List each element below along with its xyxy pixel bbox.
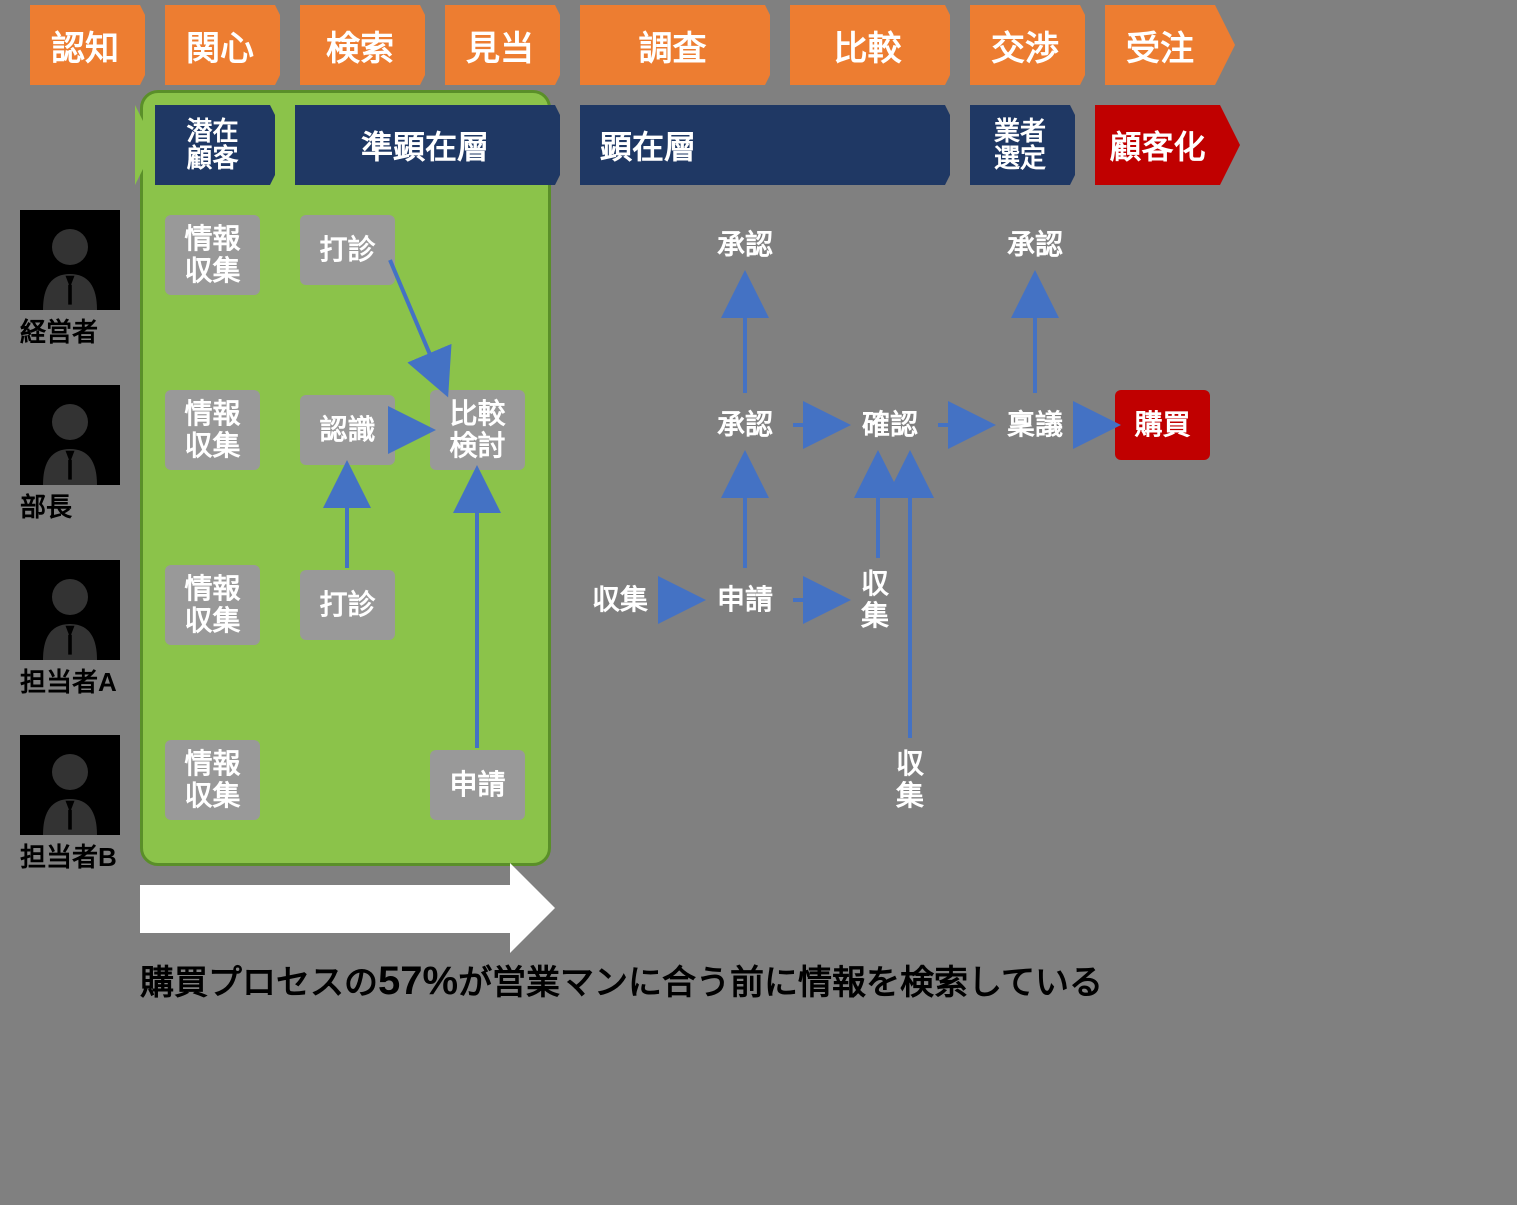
chevron-顧客化: 顧客化 (1095, 105, 1220, 185)
chevron-label: 関心 (186, 21, 254, 70)
chevron-検索: 検索 (300, 5, 420, 85)
activity-b5: 稟議 (990, 395, 1080, 455)
activity-b6: 購買 (1115, 390, 1210, 460)
activity-b7: 収集 (575, 570, 665, 630)
caption-post: が営業マンに合う前に情報を検索している (458, 964, 1103, 1002)
activity-b2: 承認 (990, 215, 1080, 275)
chevron-業者選定: 業者選定 (970, 105, 1070, 185)
activity-a2: 打診 (300, 215, 395, 285)
chevron-比較: 比較 (790, 5, 945, 85)
chevron-label: 見当 (466, 21, 534, 70)
chevron-受注: 受注 (1105, 5, 1215, 85)
chevron-label: 調査 (639, 21, 707, 70)
avatar-icon (20, 210, 120, 310)
chevron-label: 顕在層 (600, 122, 696, 168)
activity-a7: 打診 (300, 570, 395, 640)
activity-a6: 情報収集 (165, 565, 260, 645)
chevron-label: 顧客化 (1109, 122, 1205, 168)
caption: 購買プロセスの57%が営業マンに合う前に情報を検索している (140, 955, 1103, 1004)
big-arrow (140, 885, 510, 933)
chevron-潜在顧客: 潜在顧客 (155, 105, 270, 185)
chevron-label: 認知 (51, 21, 119, 70)
person-label: 経営者 (20, 312, 130, 349)
avatar-icon (20, 735, 120, 835)
chevron-label: 潜在顧客 (186, 118, 238, 173)
activity-b9: 収集 (845, 560, 905, 640)
avatar-icon (20, 560, 120, 660)
activity-a9: 申請 (430, 750, 525, 820)
activity-a8: 情報収集 (165, 740, 260, 820)
diagram-stage: 潜在顧客 準顕在層 顕在層 業者選定 顧客化 認知 関心 検索 見当 調査 比較 交渉 受注 経営者部… (0, 0, 1517, 1205)
avatar-icon (20, 385, 120, 485)
chevron-label: 準顕在層 (361, 122, 489, 168)
activity-b3: 承認 (700, 395, 790, 455)
chevron-label: 受注 (1126, 21, 1194, 70)
person-label: 担当者B (20, 837, 130, 874)
chevron-顕在層: 顕在層 (580, 105, 945, 185)
person-label: 担当者A (20, 662, 130, 699)
person-担当者A: 担当者A (20, 560, 130, 699)
chevron-準顕在層: 準顕在層 (295, 105, 555, 185)
chevron-調査: 調査 (580, 5, 765, 85)
person-経営者: 経営者 (20, 210, 130, 349)
chevron-認知: 認知 (30, 5, 140, 85)
caption-pre: 購買プロセスの (140, 964, 378, 1002)
chevron-関心: 関心 (165, 5, 275, 85)
activity-b10: 収集 (880, 740, 940, 820)
chevron-label: 交渉 (991, 21, 1059, 70)
chevron-見当: 見当 (445, 5, 555, 85)
activity-b4: 確認 (845, 395, 935, 455)
person-担当者B: 担当者B (20, 735, 130, 874)
activity-a1: 情報収集 (165, 215, 260, 295)
activity-b8: 申請 (700, 570, 790, 630)
chevron-label: 比較 (834, 21, 902, 70)
activity-a5: 比較検討 (430, 390, 525, 470)
chevron-label: 検索 (326, 21, 394, 70)
person-label: 部長 (20, 487, 130, 524)
chevron-label: 業者選定 (994, 118, 1046, 173)
person-部長: 部長 (20, 385, 130, 524)
activity-b1: 承認 (700, 215, 790, 275)
activity-a3: 情報収集 (165, 390, 260, 470)
chevron-交渉: 交渉 (970, 5, 1080, 85)
activity-a4: 認識 (300, 395, 395, 465)
caption-pct: 57% (378, 959, 458, 1003)
